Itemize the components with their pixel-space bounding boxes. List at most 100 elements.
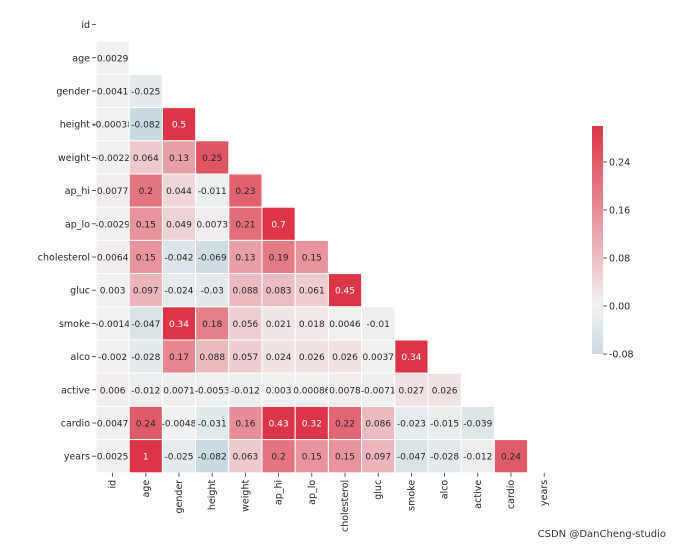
y-tick-label: weight xyxy=(58,153,90,164)
cell-label: 0.25 xyxy=(202,154,222,164)
cell-label: 0.21 xyxy=(235,220,255,230)
heatmap-cell xyxy=(261,306,296,341)
heatmap-cell xyxy=(361,339,396,374)
heatmap-cell xyxy=(394,405,429,441)
x-tick-label: gender xyxy=(174,480,185,514)
cell-label: 0.34 xyxy=(169,320,189,330)
cell-label: 0.2 xyxy=(271,453,285,463)
cell-label: 0.13 xyxy=(235,254,255,264)
colorbar-tick-label: 0.08 xyxy=(609,254,630,265)
heatmap-cell xyxy=(161,339,197,374)
y-tick-label: gluc xyxy=(70,286,90,297)
cell-label: -0.002 xyxy=(98,353,127,363)
heatmap-cell xyxy=(394,339,429,374)
cell-label: 0.026 xyxy=(332,353,358,363)
cell-label: 0.088 xyxy=(199,353,225,363)
cell-label: 0.003 xyxy=(266,386,292,396)
cell-label: 0.00086 xyxy=(293,386,330,396)
cell-label: -0.015 xyxy=(430,420,459,430)
cell-label: 0.083 xyxy=(266,287,292,297)
cell-label: 0.43 xyxy=(269,420,289,430)
heatmap-cell xyxy=(161,405,197,441)
cell-label: -0.0053 xyxy=(195,386,230,396)
cell-label: 0.2 xyxy=(139,187,153,197)
cell-label: -0.039 xyxy=(463,420,492,430)
cell-label: -0.0048 xyxy=(162,420,197,430)
heatmap-cell xyxy=(327,405,363,441)
cell-label: 0.049 xyxy=(166,220,192,230)
cell-label: -0.012 xyxy=(231,386,260,396)
colorbar-tick-label: 0.24 xyxy=(609,158,630,169)
watermark: CSDN @DanCheng-studio xyxy=(537,529,666,540)
cell-label: 0.026 xyxy=(432,386,458,396)
y-tick-label: active xyxy=(61,385,90,396)
cell-label: 0.003 xyxy=(100,287,126,297)
cell-label: 0.006 xyxy=(100,386,126,396)
y-tick-label: gender xyxy=(56,87,90,98)
y-tick-label: cardio xyxy=(61,419,90,430)
heatmap-cell xyxy=(394,439,429,474)
heatmap-cell xyxy=(195,339,230,374)
heatmap-cell xyxy=(195,173,230,208)
heatmap-cell xyxy=(128,206,163,241)
x-tick-label: years xyxy=(539,480,550,506)
cell-label: 0.0077 xyxy=(97,187,129,197)
heatmap-cell xyxy=(95,439,130,474)
heatmap-cell xyxy=(95,405,130,441)
cell-label: -0.03 xyxy=(201,287,224,297)
cell-label: -0.047 xyxy=(397,453,426,463)
y-tick-label: smoke xyxy=(59,319,90,330)
cell-label: 0.5 xyxy=(172,121,186,131)
heatmap-cell xyxy=(493,439,529,474)
colorbar-tick-label: 0.00 xyxy=(609,302,630,313)
y-tick-label: years xyxy=(64,452,90,463)
cell-label: -0.0029 xyxy=(95,220,130,230)
heatmap-cell xyxy=(95,239,130,275)
heatmap-cell xyxy=(128,239,163,275)
y-tick-label: ap_lo xyxy=(65,219,90,230)
heatmap-cell xyxy=(327,273,363,308)
heatmap-cell xyxy=(195,439,230,474)
heatmap-cell xyxy=(261,339,296,374)
heatmap-cell xyxy=(95,73,130,109)
cell-label: -0.01 xyxy=(367,320,390,330)
x-tick-label: height xyxy=(207,480,218,511)
cell-label: -0.0014 xyxy=(95,320,130,330)
x-tick-label: cardio xyxy=(506,480,517,509)
heatmap-cell xyxy=(327,339,363,374)
cell-label: 0.22 xyxy=(335,420,355,430)
cell-label: -0.012 xyxy=(131,386,160,396)
heatmap-cell xyxy=(361,306,396,341)
cell-label: 0.088 xyxy=(233,287,259,297)
cell-label: -0.011 xyxy=(198,187,227,197)
x-tick-label: cholesterol xyxy=(340,480,351,532)
heatmap-cell xyxy=(261,372,296,407)
cell-label: 0.0064 xyxy=(97,254,129,264)
cell-label: 0.15 xyxy=(302,453,322,463)
cell-label: 0.32 xyxy=(302,420,322,430)
cell-label: -0.028 xyxy=(131,353,160,363)
cell-label: 0.057 xyxy=(233,353,259,363)
cell-label: -0.0071 xyxy=(361,386,396,396)
cell-label: 0.16 xyxy=(235,420,255,430)
x-tick-label: smoke xyxy=(406,480,417,511)
cell-label: 0.18 xyxy=(202,320,222,330)
cell-label: 0.17 xyxy=(169,353,189,363)
y-tick-label: id xyxy=(81,20,90,31)
heatmap-cell xyxy=(195,206,230,241)
heatmap-cell xyxy=(361,439,396,474)
x-tick-label: active xyxy=(473,480,484,509)
cell-label: 0.061 xyxy=(299,287,325,297)
heatmap-cell xyxy=(427,405,462,441)
cell-label: 0.0073 xyxy=(196,220,228,230)
x-tick-label: gluc xyxy=(373,480,384,500)
cell-label: 0.0037 xyxy=(362,353,394,363)
heatmap-cell xyxy=(128,405,163,441)
x-tick-label: weight xyxy=(240,480,251,512)
cell-label: 0.044 xyxy=(166,187,192,197)
heatmap-cell xyxy=(261,405,296,441)
y-tick-label: alco xyxy=(71,352,91,363)
heatmap-cell xyxy=(128,339,163,374)
heatmap-cell xyxy=(128,173,163,208)
